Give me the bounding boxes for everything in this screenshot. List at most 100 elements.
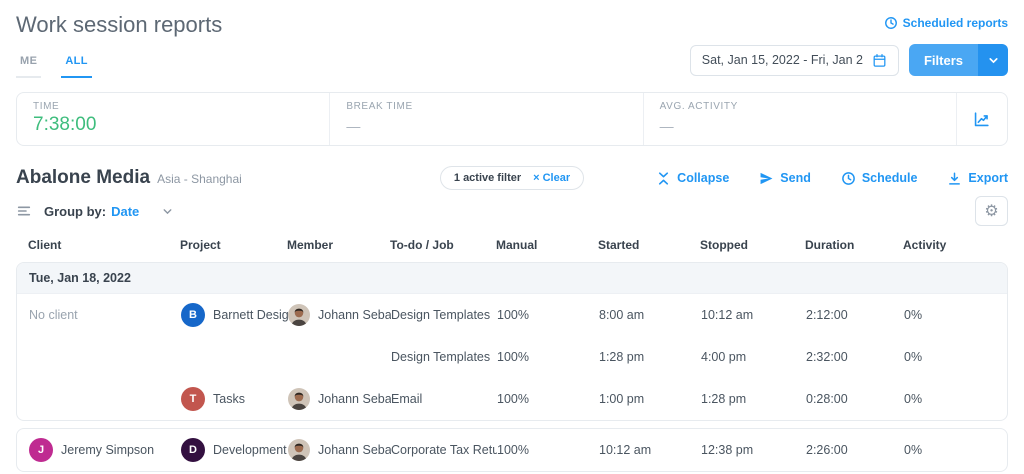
column-header-todo[interactable]: To-do / Job <box>390 238 454 252</box>
client-avatar: J <box>29 438 53 462</box>
todo-cell: Email <box>391 392 423 406</box>
column-header-stopped[interactable]: Stopped <box>700 238 748 252</box>
report-header: Abalone Media Asia - Shanghai 1 active f… <box>16 166 1008 190</box>
table-settings-button[interactable]: ⚙ <box>975 196 1008 226</box>
scheduled-reports-label: Scheduled reports <box>902 16 1008 30</box>
stat-avg-activity: AVG. ACTIVITY — <box>644 93 957 145</box>
export-icon <box>949 171 961 185</box>
filters-button[interactable]: Filters <box>908 44 978 76</box>
group-by-label: Group by: <box>44 203 107 219</box>
schedule-button[interactable]: Schedule <box>841 171 918 186</box>
table-row[interactable]: J Jeremy Simpson D Development Johann Se… <box>17 429 1007 471</box>
chart-icon <box>975 111 990 126</box>
stat-time-value: 7:38:00 <box>33 114 97 135</box>
table-row[interactable]: Design Templates 100% 1:28 pm 4:00 pm 2:… <box>17 336 1007 378</box>
duration-cell: 2:32:00 <box>806 350 848 364</box>
activity-cell: 0% <box>904 350 923 364</box>
stopped-cell: 10:12 am <box>701 308 754 322</box>
tab-all[interactable]: ALL <box>61 49 92 78</box>
user-avatar <box>288 439 310 461</box>
project-avatar: T <box>181 387 205 411</box>
report-actions: Collapse Send Schedule Export <box>584 171 1008 186</box>
member-cell: Johann Sebasti... <box>288 304 391 326</box>
manual-cell: 100% <box>497 308 529 322</box>
groupby-row: Group by: Date ⚙ <box>16 196 1008 226</box>
page-title: Work session reports <box>16 12 223 37</box>
column-header-member[interactable]: Member <box>287 238 334 252</box>
started-cell: 1:00 pm <box>599 392 645 406</box>
client-cell: J Jeremy Simpson <box>29 438 181 462</box>
table-row[interactable]: No client B Barnett Design Johann Sebast… <box>17 294 1007 336</box>
schedule-clock-icon <box>841 171 855 185</box>
scheduled-reports-link[interactable]: Scheduled reports <box>884 16 1008 30</box>
stat-break-time: BREAK TIME — <box>330 93 644 145</box>
collapse-label: Collapse <box>677 171 730 185</box>
stat-break-value: — <box>346 118 361 134</box>
stat-activity-value: — <box>659 118 674 134</box>
table-row[interactable]: T Tasks Johann Sebasti... Email 100% 1:0… <box>17 378 1007 420</box>
active-filter-pill: 1 active filter × Clear <box>439 166 585 190</box>
project-cell: D Development <box>181 438 288 462</box>
stat-break-label: BREAK TIME <box>346 101 413 112</box>
stat-activity-label: AVG. ACTIVITY <box>659 101 738 112</box>
stat-time-label: TIME <box>33 101 60 112</box>
started-cell: 8:00 am <box>599 308 645 322</box>
sort-lines-icon <box>17 206 31 216</box>
chevron-down-icon <box>988 57 998 63</box>
user-avatar <box>288 304 310 326</box>
send-button[interactable]: Send <box>759 171 811 186</box>
member-name: Johann Sebasti... <box>318 308 391 322</box>
project-name: Barnett Design <box>213 308 288 322</box>
collapse-button[interactable]: Collapse <box>656 171 729 186</box>
manual-cell: 100% <box>497 392 529 406</box>
column-header-activity[interactable]: Activity <box>903 238 947 252</box>
stat-time: TIME 7:38:00 <box>17 93 331 145</box>
activity-cell: 0% <box>904 392 923 406</box>
show-chart-button[interactable] <box>957 93 1007 145</box>
project-name: Development <box>213 443 287 457</box>
column-header-manual[interactable]: Manual <box>496 238 538 252</box>
date-range-picker[interactable]: Sat, Jan 15, 2022 - Fri, Jan 2 <box>689 44 899 76</box>
clear-icon: × <box>533 172 540 184</box>
scope-tabs: ME ALL <box>16 49 92 78</box>
right-controls: Sat, Jan 15, 2022 - Fri, Jan 2 Filters <box>689 44 1008 76</box>
title-row: Work session reports Scheduled reports <box>16 12 1008 38</box>
user-avatar <box>288 388 310 410</box>
group-by-dropdown[interactable]: Group by: Date <box>16 203 174 219</box>
clear-filter-button[interactable]: × Clear <box>533 172 570 184</box>
tab-me[interactable]: ME <box>16 49 42 78</box>
active-filter-text: 1 active filter <box>453 172 522 184</box>
member-cell: Johann Sebasti... <box>288 388 391 410</box>
schedule-label: Schedule <box>861 171 918 185</box>
filters-dropdown-button[interactable] <box>978 44 1008 76</box>
stopped-cell: 12:38 pm <box>701 443 754 457</box>
report-title-group: Abalone Media Asia - Shanghai <box>16 167 440 189</box>
todo-cell: Corporate Tax Return <box>391 443 497 457</box>
group-by-value: Date <box>111 203 140 219</box>
send-icon <box>760 172 773 184</box>
project-cell: B Barnett Design <box>181 303 288 327</box>
controls-row: ME ALL Sat, Jan 15, 2022 - Fri, Jan 2 Fi… <box>16 44 1008 78</box>
manual-cell: 100% <box>497 443 529 457</box>
client-name: Jeremy Simpson <box>61 443 155 457</box>
activity-cell: 0% <box>904 308 923 322</box>
report-name: Abalone Media <box>16 167 151 188</box>
filters-split-button: Filters <box>908 44 1008 76</box>
date-group-header[interactable]: Tue, Jan 18, 2022 <box>17 263 1007 294</box>
export-button[interactable]: Export <box>947 171 1008 186</box>
collapse-icon <box>659 171 669 185</box>
member-cell: Johann Sebasti... <box>288 439 391 461</box>
column-header-client[interactable]: Client <box>28 238 62 252</box>
duration-cell: 2:12:00 <box>806 308 848 322</box>
column-header-duration[interactable]: Duration <box>805 238 855 252</box>
clear-filter-label: Clear <box>542 172 571 184</box>
column-header-started[interactable]: Started <box>598 238 640 252</box>
activity-cell: 0% <box>904 443 923 457</box>
started-cell: 10:12 am <box>599 443 652 457</box>
export-label: Export <box>968 171 1009 185</box>
stopped-cell: 1:28 pm <box>701 392 747 406</box>
table-header-row: Client Project Member To-do / Job Manual… <box>16 230 1008 262</box>
column-header-project[interactable]: Project <box>180 238 221 252</box>
project-avatar: B <box>181 303 205 327</box>
project-cell: T Tasks <box>181 387 288 411</box>
